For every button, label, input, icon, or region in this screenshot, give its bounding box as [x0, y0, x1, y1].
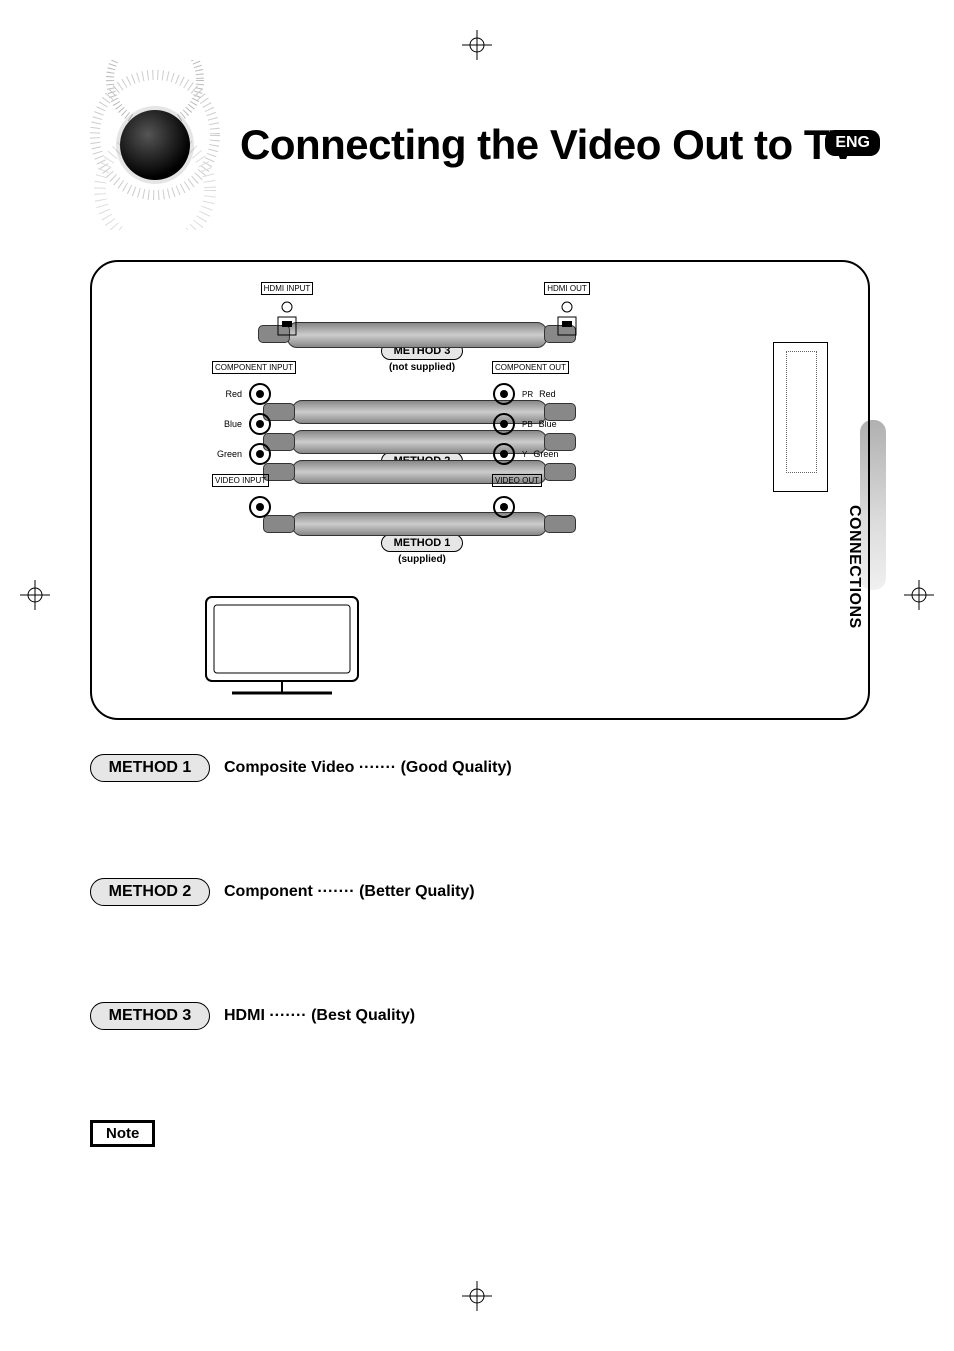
rca-jack-icon	[248, 495, 272, 519]
page-content: ENG CONNECTIONS Connecting the Video Out…	[90, 60, 870, 1147]
method3-row-pill: METHOD 3	[90, 1002, 210, 1030]
rca-jack-icon	[492, 382, 516, 406]
rca-jack-icon	[248, 412, 272, 436]
method3-row-desc: HDMI ······· (Best Quality)	[224, 1007, 415, 1025]
page-header: Connecting the Video Out to TV	[90, 60, 870, 230]
hdmi-output-port-icon	[550, 299, 584, 339]
note-label: Note	[90, 1120, 155, 1147]
method2-row-pill: METHOD 2	[90, 878, 210, 906]
speaker-decorative-icon	[90, 60, 220, 230]
crop-mark-top	[462, 30, 492, 60]
connection-diagram: METHOD 3 (not supplied) METHOD 2 (not su…	[90, 260, 870, 720]
language-badge: ENG	[825, 130, 880, 156]
rca-jack-icon	[248, 382, 272, 406]
rca-jack-icon	[492, 495, 516, 519]
device-output-column: HDMI OUT COMPONENT OUT PR Red PB Blue	[492, 282, 642, 523]
rca-red-label-r: Red	[539, 389, 569, 399]
page-title: Connecting the Video Out to TV	[240, 121, 870, 169]
method1-row-pill: METHOD 1	[90, 754, 210, 782]
rca-red-label: Red	[212, 389, 242, 399]
dvd-unit-icon	[773, 342, 828, 492]
tv-icon	[202, 593, 362, 698]
rca-blue-label: Blue	[212, 419, 242, 429]
rca-jack-icon	[248, 442, 272, 466]
crop-mark-bottom	[462, 1281, 492, 1311]
rca-pb-pin: PB	[522, 420, 533, 429]
method1-row-desc: Composite Video ······· (Good Quality)	[224, 759, 512, 777]
rca-pr-pin: PR	[522, 390, 533, 399]
device-hdmi-label: HDMI OUT	[544, 282, 590, 295]
rca-jack-icon	[492, 442, 516, 466]
crop-mark-right	[904, 580, 934, 610]
method2-row-desc: Component ······· (Better Quality)	[224, 883, 475, 901]
tv-input-column: HDMI INPUT COMPONENT INPUT Red Blue Gree…	[212, 282, 362, 523]
method3-sub: (not supplied)	[389, 362, 455, 373]
method3-block: METHOD 3 HDMI ······· (Best Quality)	[90, 1002, 870, 1092]
method1-sub: (supplied)	[398, 554, 446, 565]
diagram-method1-tag: METHOD 1 (supplied)	[352, 534, 492, 565]
hdmi-input-port-icon	[270, 299, 304, 339]
tv-hdmi-label: HDMI INPUT	[261, 282, 314, 295]
rca-y-pin: Y	[522, 450, 527, 459]
rca-jack-icon	[492, 412, 516, 436]
method2-block: METHOD 2 Component ······· (Better Quali…	[90, 878, 870, 968]
rca-blue-label-r: Blue	[539, 419, 569, 429]
crop-mark-left	[20, 580, 50, 610]
tv-video-label: VIDEO INPUT	[212, 474, 269, 487]
method1-pill: METHOD 1	[381, 534, 464, 552]
tv-component-label: COMPONENT INPUT	[212, 361, 296, 374]
rca-green-label-r: Green	[533, 449, 563, 459]
device-component-label: COMPONENT OUT	[492, 361, 569, 374]
device-video-label: VIDEO OUT	[492, 474, 542, 487]
rca-green-label: Green	[212, 449, 242, 459]
method1-block: METHOD 1 Composite Video ······· (Good Q…	[90, 754, 870, 844]
